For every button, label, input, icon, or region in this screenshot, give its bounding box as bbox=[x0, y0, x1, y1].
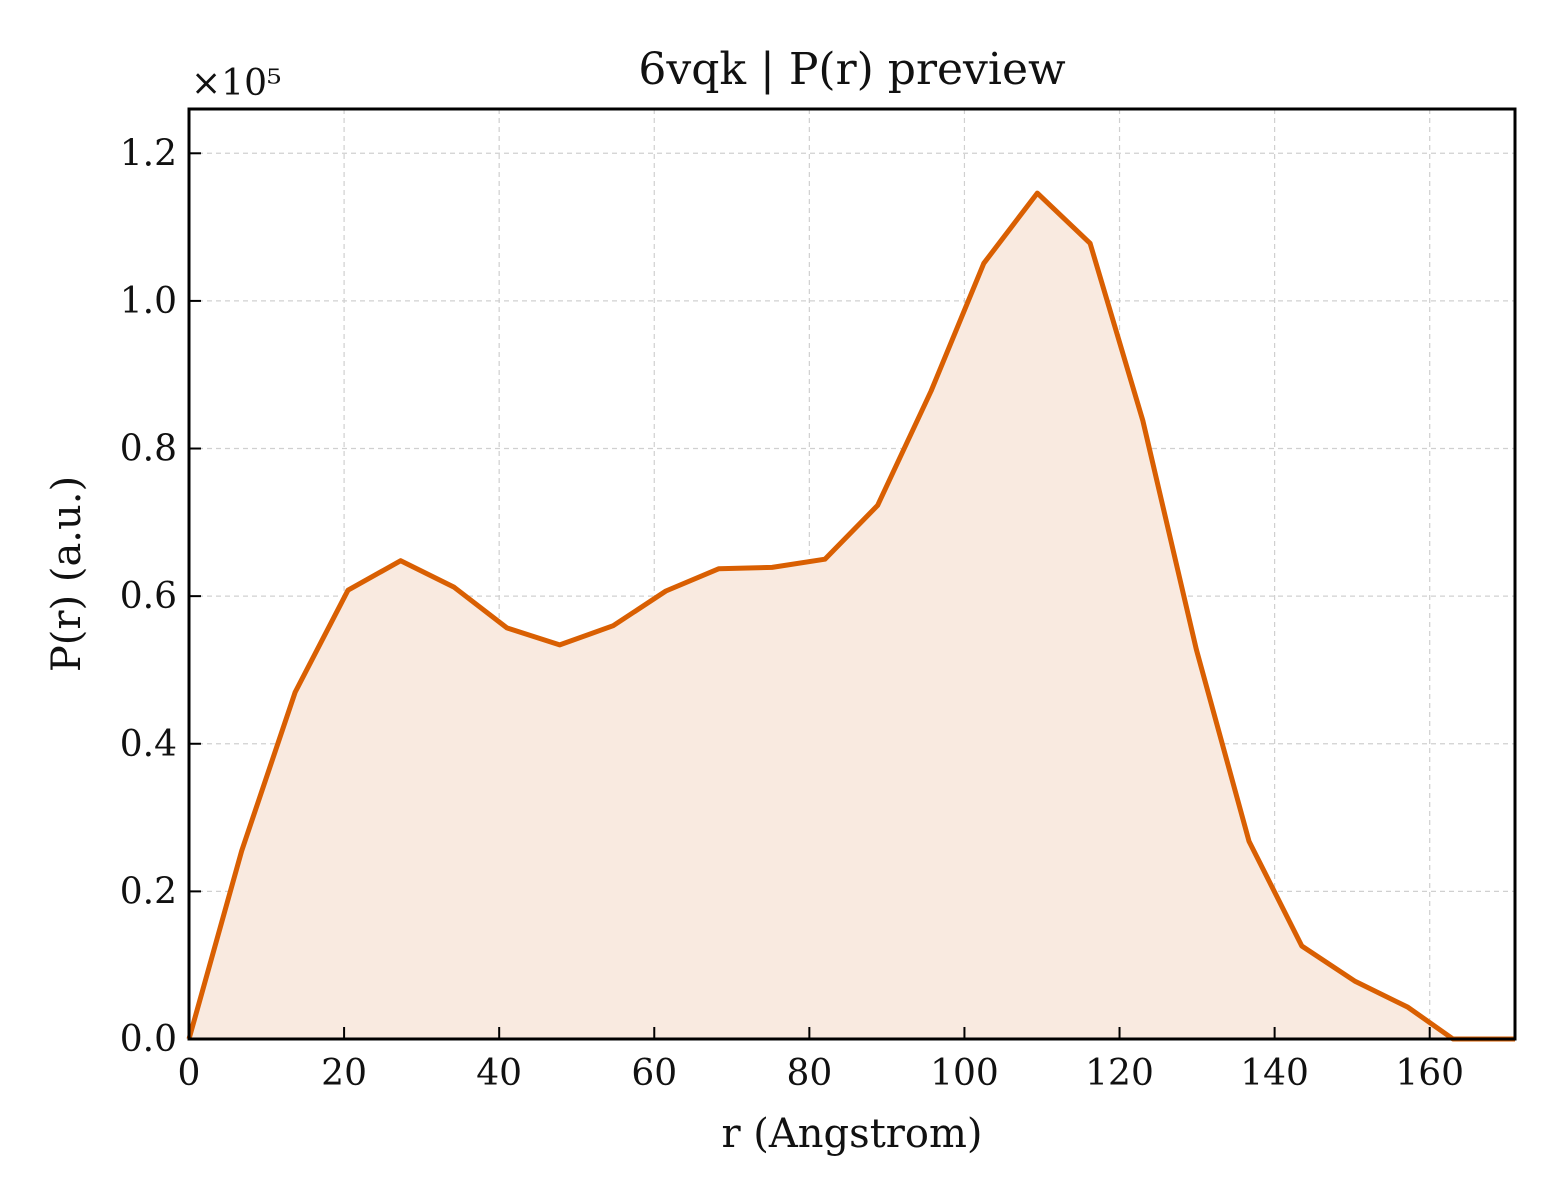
axis-ticks: 0 20 40 60 80 100 120 140 160 0.0 0.2 0.4 0.6 0.8 1.0 1… bbox=[120, 133, 1464, 1094]
x-tick-label: 0 bbox=[178, 1053, 201, 1094]
y-tick-label: 0.6 bbox=[120, 576, 177, 617]
x-tick-label: 120 bbox=[1085, 1053, 1154, 1094]
series-line bbox=[186, 190, 1515, 1042]
plot-frame bbox=[187, 107, 1517, 1041]
x-axis-label: r (Angstrom) bbox=[721, 1111, 982, 1157]
x-tick-label: 60 bbox=[631, 1053, 677, 1094]
x-tick-label: 40 bbox=[476, 1053, 522, 1094]
y-tick-label: 1.2 bbox=[120, 133, 177, 174]
x-tick-label: 80 bbox=[786, 1053, 832, 1094]
area-fill bbox=[189, 193, 1515, 1040]
x-tick-label: 160 bbox=[1395, 1053, 1464, 1094]
y-tick-label: 0.2 bbox=[120, 871, 177, 912]
x-tick-label: 100 bbox=[930, 1053, 999, 1094]
y-tick-label: 0.4 bbox=[120, 724, 177, 765]
y-tick-label: 0.8 bbox=[120, 429, 177, 470]
chart-title: 6vqk | P(r) preview bbox=[638, 44, 1066, 95]
x-tick-label: 140 bbox=[1240, 1053, 1309, 1094]
y-tick-label: 0.0 bbox=[120, 1019, 177, 1060]
x-tick-label: 20 bbox=[321, 1053, 367, 1094]
y-axis-multiplier: ×10⁵ bbox=[191, 63, 281, 104]
y-tick-label: 1.0 bbox=[120, 281, 177, 322]
y-axis-label: P(r) (a.u.) bbox=[44, 476, 90, 672]
